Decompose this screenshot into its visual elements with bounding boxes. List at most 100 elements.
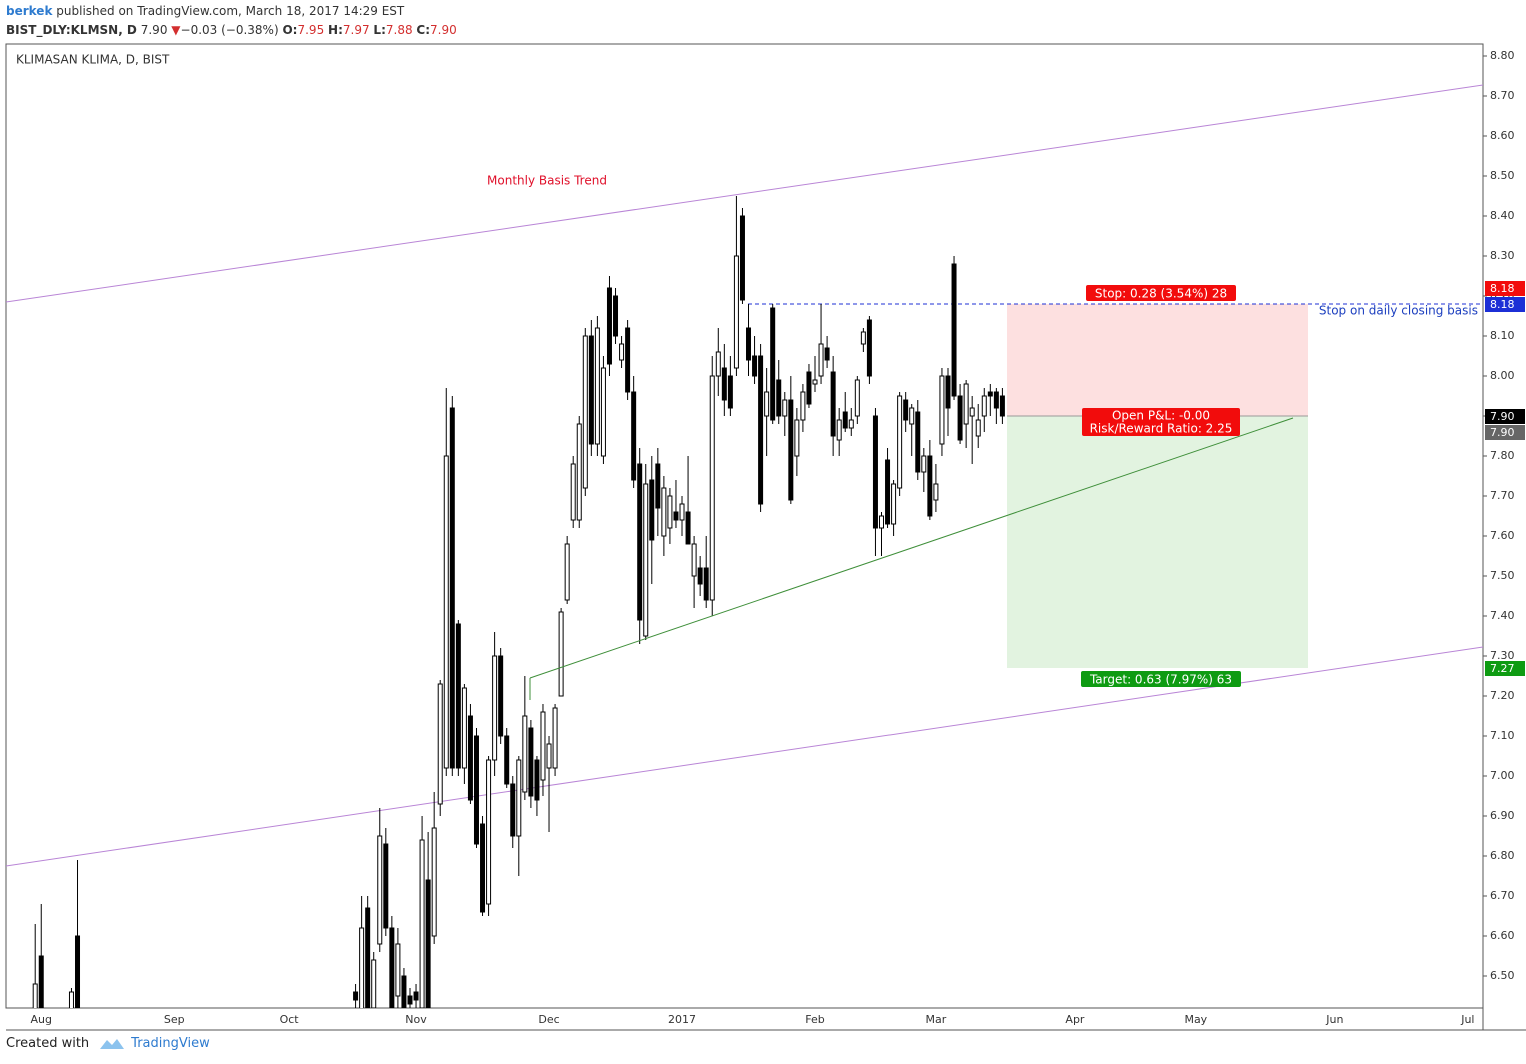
candle-body bbox=[359, 927, 365, 1008]
candle-body bbox=[546, 743, 552, 769]
y-tick-label: 7.80 bbox=[1490, 449, 1515, 462]
candle-body bbox=[969, 407, 975, 417]
created-with: Created with bbox=[6, 1036, 90, 1051]
candle-body bbox=[498, 655, 504, 737]
candle-body bbox=[812, 379, 818, 385]
candle-body bbox=[486, 759, 492, 905]
stop-badge-bg bbox=[1485, 281, 1525, 296]
stop-label: Stop: 0.28 (3.54%) 28 bbox=[1095, 287, 1227, 301]
channel-upper bbox=[6, 84, 1483, 303]
candle-body bbox=[606, 287, 612, 365]
candle-body bbox=[407, 995, 413, 1005]
ohlc-key: L: bbox=[373, 23, 386, 37]
header: berkek published on TradingView.com, Mar… bbox=[6, 2, 457, 40]
candle-body bbox=[770, 307, 776, 421]
brand[interactable]: TradingView bbox=[131, 1036, 210, 1051]
plot bbox=[32, 196, 1483, 1008]
author[interactable]: berkek bbox=[6, 4, 53, 18]
candle-body bbox=[570, 463, 576, 521]
ohlc-value: 7.97 bbox=[342, 23, 370, 37]
stop-label-bg bbox=[1086, 285, 1236, 301]
candle-body bbox=[836, 419, 842, 441]
candle-body bbox=[739, 215, 745, 301]
candle-body bbox=[794, 419, 800, 457]
y-tick-label: 8.60 bbox=[1490, 129, 1515, 142]
last-price-badge: 7.90 bbox=[1490, 410, 1515, 423]
candle-body bbox=[534, 759, 540, 801]
candle-body bbox=[365, 907, 371, 1008]
target-label: Target: 0.63 (7.97%) 63 bbox=[1089, 673, 1232, 687]
candle-body bbox=[975, 419, 981, 437]
candle-body bbox=[939, 375, 945, 445]
y-tick-label: 8.30 bbox=[1490, 249, 1515, 262]
x-tick-label: May bbox=[1184, 1013, 1207, 1026]
candle-body bbox=[643, 483, 649, 637]
candle-body bbox=[733, 255, 739, 369]
candle-body bbox=[558, 611, 564, 697]
candle-body bbox=[703, 567, 709, 601]
candle-body bbox=[582, 335, 588, 489]
channel-lower bbox=[6, 646, 1483, 867]
candle-body bbox=[951, 263, 957, 397]
ohlc-value: 7.95 bbox=[297, 23, 325, 37]
candle-body bbox=[909, 407, 915, 425]
candle-body bbox=[818, 343, 824, 377]
y-tick-label: 8.50 bbox=[1490, 169, 1515, 182]
y-tick-label: 7.60 bbox=[1490, 529, 1515, 542]
candle-body bbox=[903, 399, 909, 421]
candle-body bbox=[443, 455, 449, 769]
candle-body bbox=[824, 347, 830, 361]
candle-body bbox=[921, 455, 927, 473]
candle-body bbox=[891, 483, 897, 525]
candle-body bbox=[860, 331, 866, 345]
x-tick-label: Aug bbox=[31, 1013, 52, 1026]
candle-body bbox=[377, 835, 383, 945]
pnl-bg bbox=[1082, 408, 1240, 436]
y-tick-label: 8.00 bbox=[1490, 369, 1515, 382]
candle-body bbox=[619, 343, 625, 361]
last: 7.90 bbox=[140, 23, 168, 37]
candle-body bbox=[697, 567, 703, 585]
candle-body bbox=[854, 379, 860, 417]
candle-body bbox=[993, 391, 999, 409]
published: published on TradingView.com, March 18, … bbox=[56, 4, 405, 18]
candle-body bbox=[727, 375, 733, 409]
annotation: Monthly Basis Trend bbox=[487, 174, 607, 188]
candle-body bbox=[866, 319, 872, 377]
chart-title: KLIMASAN KLIMA, D, BIST bbox=[16, 53, 170, 67]
y-tick-label: 7.00 bbox=[1490, 769, 1515, 782]
candle-body bbox=[957, 395, 963, 441]
ohlc-value: 7.90 bbox=[430, 23, 457, 37]
candle-body bbox=[746, 327, 752, 361]
candle-body bbox=[552, 707, 558, 769]
ohlc-value: 7.88 bbox=[385, 23, 413, 37]
target-badge-bg bbox=[1485, 661, 1525, 676]
entry-badge-bg bbox=[1485, 425, 1525, 440]
candle-body bbox=[782, 399, 788, 417]
y-tick-label: 7.50 bbox=[1490, 569, 1515, 582]
change: −0.03 (−0.38%) bbox=[180, 23, 279, 37]
candle-body bbox=[75, 935, 81, 1008]
candle-body bbox=[631, 391, 637, 481]
entry-badge: 7.90 bbox=[1490, 426, 1515, 439]
candle-body bbox=[38, 955, 44, 1008]
candle-body bbox=[721, 367, 727, 401]
x-tick-label: Dec bbox=[538, 1013, 559, 1026]
candle-body bbox=[564, 543, 570, 601]
candle-body bbox=[32, 983, 38, 1008]
candle-body bbox=[673, 511, 679, 521]
candle-body bbox=[449, 407, 455, 769]
y-tick-label: 7.40 bbox=[1490, 609, 1515, 622]
candle-body bbox=[764, 391, 770, 417]
y-tick-label: 7.70 bbox=[1490, 489, 1515, 502]
candle-body bbox=[522, 715, 528, 793]
x-tick-label: Oct bbox=[280, 1013, 300, 1026]
stop-line-badge: 8.18 bbox=[1490, 298, 1515, 311]
candle-body bbox=[715, 351, 721, 377]
x-tick-label: Mar bbox=[926, 1013, 947, 1026]
candle-body bbox=[776, 379, 782, 417]
candle-body bbox=[540, 711, 546, 781]
candle-body bbox=[588, 335, 594, 445]
candle-body bbox=[516, 759, 522, 837]
candle-body bbox=[431, 827, 437, 937]
